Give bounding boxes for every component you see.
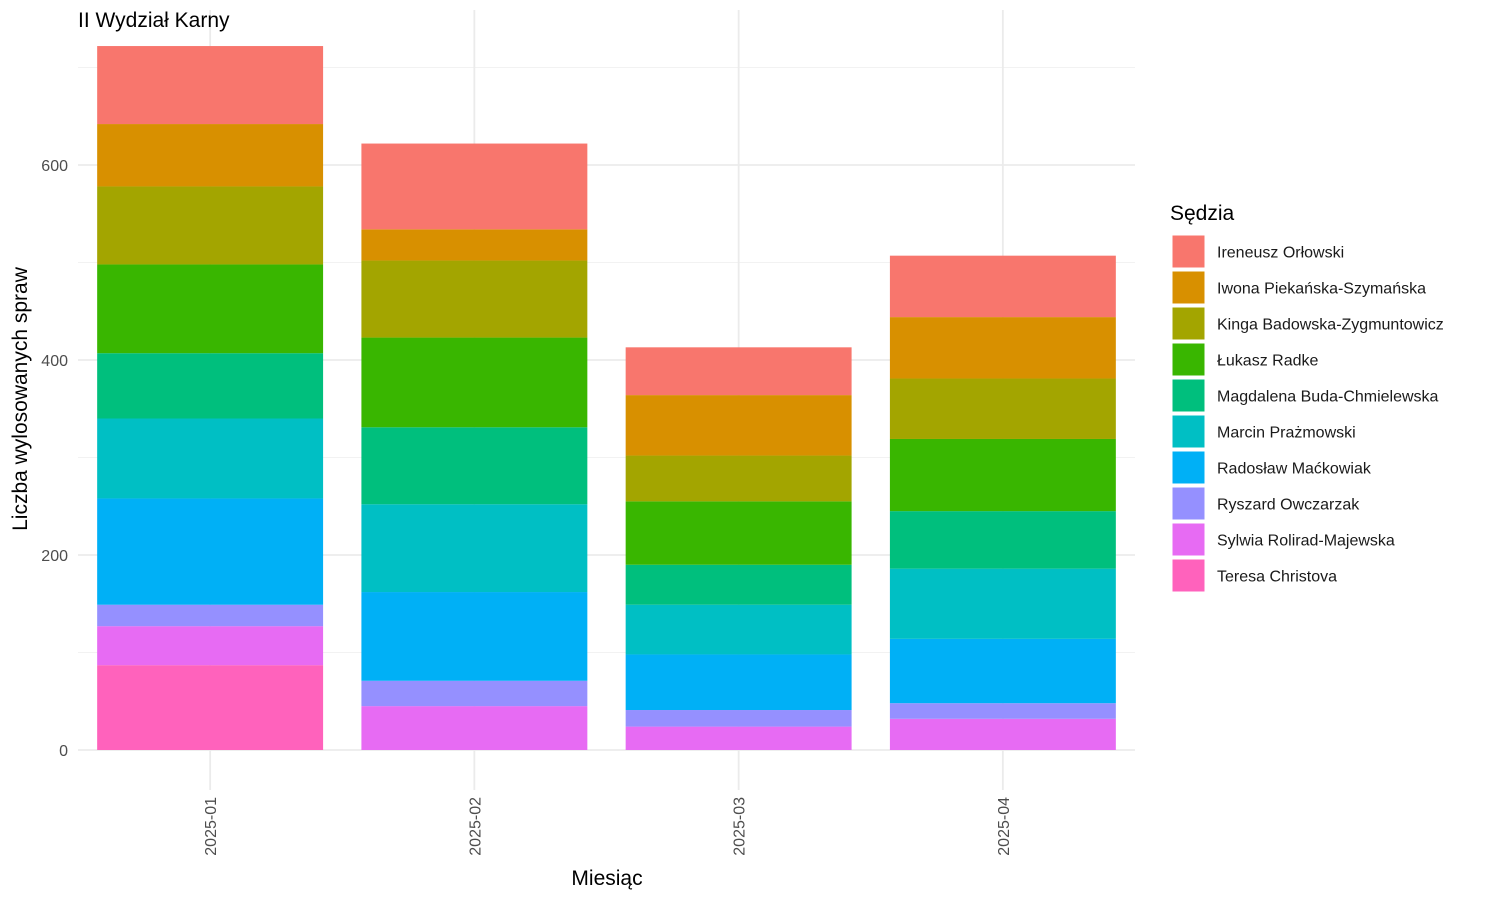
legend-item: Magdalena Buda-Chmielewska — [1171, 378, 1439, 413]
legend-title: Sędzia — [1170, 202, 1235, 225]
x-tick-label: 2025-01 — [203, 797, 220, 856]
bar-segment — [361, 229, 588, 261]
bar-segment — [889, 568, 1116, 639]
legend-label: Ryszard Owczarzak — [1217, 497, 1360, 514]
legend-label: Łukasz Radke — [1217, 353, 1318, 370]
legend-item: Iwona Piekańska-Szymańska — [1171, 270, 1426, 305]
bar-segment — [625, 604, 852, 655]
bar-segment — [889, 638, 1116, 704]
bar-segment — [97, 604, 324, 627]
legend-label: Radosław Maćkowiak — [1217, 461, 1372, 478]
legend-key — [1171, 486, 1206, 521]
bar-segment — [625, 455, 852, 502]
legend-key — [1171, 234, 1206, 269]
bar-segment — [889, 438, 1116, 512]
legend-key — [1171, 522, 1206, 557]
bar-segment — [97, 626, 324, 666]
y-tick-label: 200 — [41, 548, 68, 565]
bar-segment — [361, 337, 588, 428]
bar-segment — [97, 46, 324, 125]
bar-segment — [361, 427, 588, 505]
chart-title: II Wydział Karny — [78, 9, 230, 32]
legend-key — [1171, 342, 1206, 377]
bar-segment — [625, 654, 852, 711]
legend-label: Iwona Piekańska-Szymańska — [1217, 281, 1426, 298]
bar-segment — [361, 680, 588, 707]
bar-segment — [361, 143, 588, 230]
bar-segment — [625, 347, 852, 396]
bar-segment — [889, 317, 1116, 379]
bar-segment — [625, 726, 852, 750]
legend-items: Ireneusz Orłowski Iwona Piekańska-Szymańs… — [1171, 234, 1444, 593]
y-tick-label: 400 — [41, 353, 68, 370]
bar-segment — [97, 264, 324, 354]
legend-label: Magdalena Buda-Chmielewska — [1217, 389, 1439, 406]
legend-key — [1171, 378, 1206, 413]
bar-segment — [889, 511, 1116, 569]
bar-segment — [625, 564, 852, 605]
legend-item: Sylwia Rolirad-Majewska — [1171, 522, 1395, 557]
legend-key — [1171, 558, 1206, 593]
bars-layer — [97, 46, 1116, 750]
legend-key — [1171, 306, 1206, 341]
bar-segment — [889, 703, 1116, 719]
x-axis-label: Miesiąc — [571, 867, 642, 890]
bar-segment — [625, 501, 852, 565]
legend-label: Kinga Badowska-Zygmuntowicz — [1217, 317, 1444, 334]
legend-key — [1171, 270, 1206, 305]
bar-segment — [889, 378, 1116, 439]
legend-key — [1171, 450, 1206, 485]
bar-segment — [361, 706, 588, 750]
legend-label: Teresa Christova — [1217, 569, 1337, 586]
bar-segment — [889, 255, 1116, 318]
legend-label: Marcin Prażmowski — [1217, 425, 1356, 442]
legend-item: Kinga Badowska-Zygmuntowicz — [1171, 306, 1444, 341]
bar-segment — [97, 665, 324, 750]
bar-segment — [97, 124, 324, 187]
legend-item: Ryszard Owczarzak — [1171, 486, 1360, 521]
y-tick-label: 600 — [41, 158, 68, 175]
bar-segment — [361, 592, 588, 681]
legend-item: Marcin Prażmowski — [1171, 414, 1356, 449]
x-tick-label: 2025-03 — [732, 797, 749, 856]
x-tick-label: 2025-04 — [996, 797, 1013, 856]
legend-label: Sylwia Rolirad-Majewska — [1217, 533, 1395, 550]
bar-segment — [361, 504, 588, 593]
bar-segment — [97, 186, 324, 265]
bar-segment — [97, 418, 324, 499]
bar-segment — [625, 710, 852, 727]
legend-item: Łukasz Radke — [1171, 342, 1318, 377]
legend-item: Ireneusz Orłowski — [1171, 234, 1344, 269]
bar-segment — [361, 260, 588, 338]
y-axis-label: Liczba wylosowanych spraw — [9, 266, 32, 531]
bar-segment — [97, 498, 324, 605]
legend-key — [1171, 414, 1206, 449]
bar-segment — [889, 718, 1116, 750]
legend-label: Ireneusz Orłowski — [1217, 245, 1344, 262]
legend: Sędzia Ireneusz Orłowski Iwona Piekańska-… — [1170, 202, 1444, 593]
axis-layer: 0 200 400 600 2025-01 2025-02 2025-03 2025-04 — [41, 158, 1013, 856]
x-tick-label: 2025-02 — [467, 797, 484, 856]
legend-item: Teresa Christova — [1171, 558, 1337, 593]
bar-segment — [97, 353, 324, 419]
bar-segment — [625, 395, 852, 456]
legend-item: Radosław Maćkowiak — [1171, 450, 1372, 485]
y-tick-label: 0 — [59, 743, 68, 760]
